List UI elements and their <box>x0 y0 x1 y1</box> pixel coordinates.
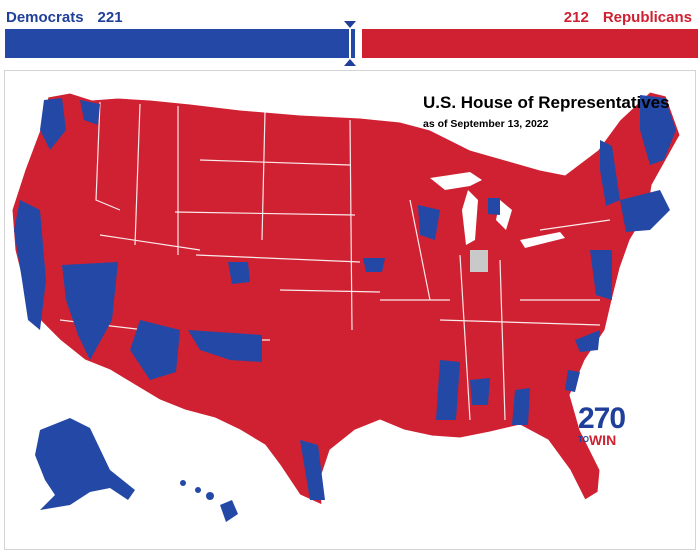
map-subtitle: as of September 13, 2022 <box>423 118 549 130</box>
democratic-districts[interactable] <box>14 95 676 500</box>
democrats-tally: Democrats 221 <box>6 9 123 26</box>
democrats-label: Democrats <box>6 9 84 26</box>
seat-tally-header: Democrats 221 212 Republicans <box>0 0 700 68</box>
alaska[interactable] <box>35 418 135 510</box>
undecided-district[interactable] <box>470 250 488 272</box>
270towin-logo[interactable]: 270 TOWIN <box>578 402 626 449</box>
seat-balance-bar <box>5 29 698 58</box>
logo-wordmark: TOWIN <box>578 432 616 448</box>
contiguous-us-map[interactable] <box>11 91 681 506</box>
republicans-seat-count: 212 <box>563 9 589 26</box>
republicans-label: Republicans <box>602 9 692 26</box>
majority-marker-bottom <box>344 59 356 66</box>
republicans-seat-bar <box>362 29 698 58</box>
state-boundaries <box>59 101 611 421</box>
logo-number: 270 <box>578 402 626 435</box>
hawaii[interactable] <box>180 480 238 522</box>
democrats-seat-bar <box>5 29 355 58</box>
logo-win: WIN <box>588 432 617 448</box>
logo-to: TO <box>578 435 589 444</box>
majority-divider <box>349 29 351 58</box>
great-lakes <box>430 172 565 248</box>
republicans-tally: 212 Republicans <box>564 9 692 26</box>
map-title: U.S. House of Representatives <box>423 93 670 112</box>
majority-marker-top <box>344 21 356 28</box>
democrats-seat-count: 221 <box>97 9 123 26</box>
